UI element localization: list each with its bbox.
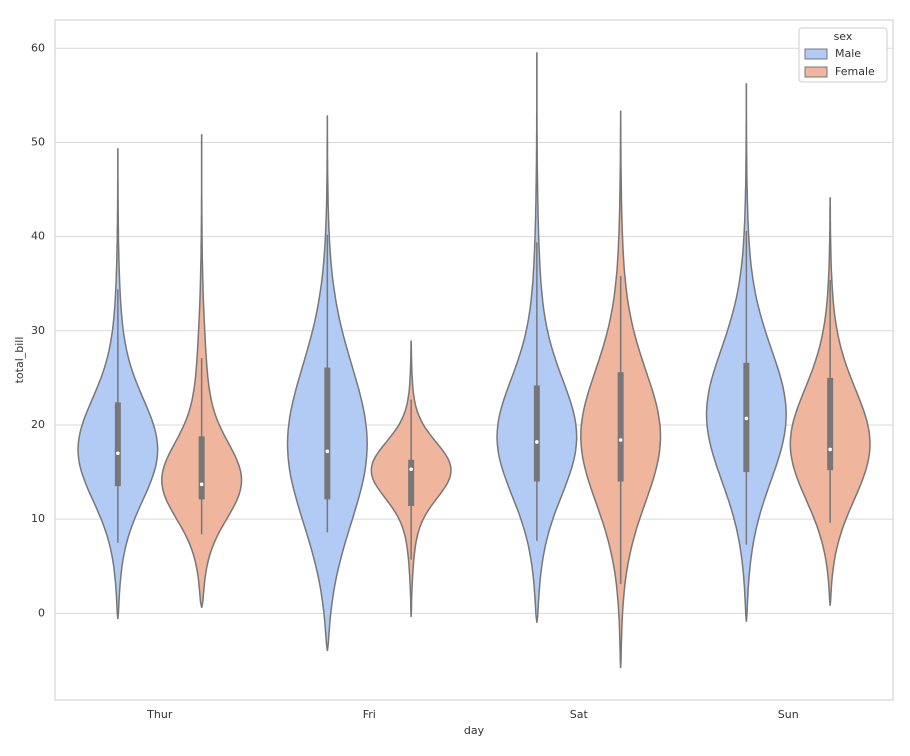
- box: [408, 459, 415, 506]
- median-dot: [325, 449, 330, 454]
- x-tick-label: Sun: [778, 708, 799, 721]
- y-tick-label: 40: [31, 230, 45, 243]
- box: [533, 385, 540, 482]
- y-tick-label: 30: [31, 324, 45, 337]
- y-tick-label: 0: [38, 606, 45, 619]
- y-axis-label: total_bill: [13, 337, 26, 384]
- box: [617, 372, 624, 482]
- y-tick-label: 20: [31, 418, 45, 431]
- legend-swatch: [804, 66, 828, 78]
- median-dot: [744, 416, 749, 421]
- x-tick-label: Fri: [363, 708, 376, 721]
- median-dot: [409, 467, 413, 472]
- median-dot: [828, 447, 832, 452]
- box: [324, 367, 331, 500]
- legend-title: sex: [834, 30, 853, 43]
- box: [198, 436, 205, 500]
- x-tick-label: Sat: [570, 708, 589, 721]
- y-tick-label: 60: [31, 41, 45, 54]
- legend-swatch: [804, 48, 828, 60]
- median-dot: [618, 438, 623, 442]
- median-dot: [535, 440, 539, 444]
- median-dot: [199, 482, 204, 487]
- y-tick-label: 50: [31, 135, 45, 148]
- box: [827, 377, 834, 471]
- y-tick-label: 10: [31, 512, 45, 525]
- x-tick-label: Thur: [146, 708, 173, 721]
- legend-label: Female: [835, 65, 875, 78]
- legend-label: Male: [835, 47, 861, 60]
- x-axis-label: day: [464, 724, 485, 737]
- box: [114, 402, 121, 487]
- median-dot: [116, 451, 120, 456]
